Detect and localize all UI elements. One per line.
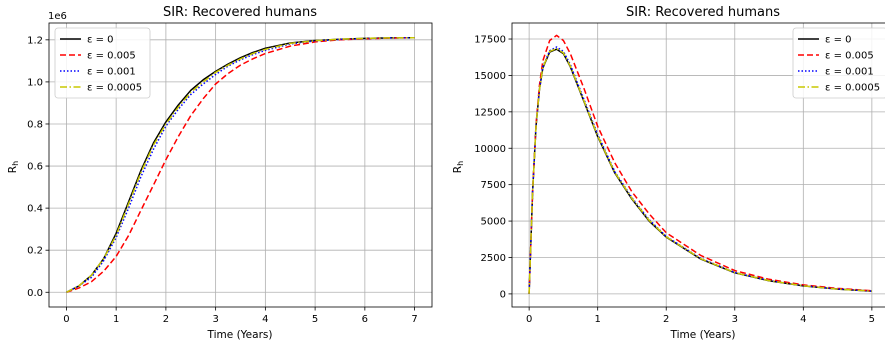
left-y-tick-label: 1.2 bbox=[27, 35, 43, 46]
right-y-tick-label: 7500 bbox=[481, 180, 506, 191]
left-y-tick-label: 1.0 bbox=[27, 77, 43, 88]
left-x-tick-label: 7 bbox=[411, 314, 417, 325]
left-legend: ε = 0 ε = 0.005 ε = 0.001 ε = 0.0005 bbox=[54, 27, 151, 99]
right-legend: ε = 0 ε = 0.005 ε = 0.001 ε = 0.0005 bbox=[792, 27, 885, 99]
left-chart: SIR: Recovered humans 0 1 2 3 4 5 6 7 0.0 0.2 0.4 0… bbox=[7, 5, 433, 341]
right-legend-label: ε = 0.001 bbox=[825, 67, 874, 78]
right-y-tick-label: 2500 bbox=[481, 253, 506, 264]
right-y-tick-label: 10000 bbox=[474, 144, 506, 155]
left-legend-box bbox=[54, 27, 151, 99]
left-chart-title: SIR: Recovered humans bbox=[163, 5, 317, 20]
right-x-tick-label: 5 bbox=[869, 314, 875, 325]
right-y-tick-label: 17500 bbox=[474, 35, 506, 46]
left-x-tick-label: 6 bbox=[362, 314, 368, 325]
right-legend-box bbox=[792, 27, 885, 99]
left-legend-label: ε = 0.001 bbox=[87, 67, 136, 78]
left-series-line-1 bbox=[66, 36, 415, 294]
left-series-line-2 bbox=[66, 36, 415, 293]
left-x-axis-label: Time (Years) bbox=[207, 329, 273, 341]
right-chart-title: SIR: Recovered humans bbox=[626, 5, 780, 20]
left-x-tick-label: 0 bbox=[63, 314, 69, 325]
left-x-tick-label: 2 bbox=[163, 314, 169, 325]
right-legend-label: ε = 0.0005 bbox=[825, 83, 880, 94]
right-y-tick-label: 0 bbox=[500, 289, 506, 300]
right-series-line-1 bbox=[528, 34, 872, 294]
left-y-tick-label: 0.0 bbox=[27, 288, 43, 299]
left-x-tick-label: 1 bbox=[113, 314, 119, 325]
right-legend-label: ε = 0.005 bbox=[825, 51, 874, 62]
right-x-axis-label: Time (Years) bbox=[670, 329, 736, 341]
right-plot-frame bbox=[511, 22, 885, 308]
left-y-offset-text: 1e6 bbox=[48, 11, 67, 22]
left-y-tick-label: 0.4 bbox=[27, 204, 43, 215]
right-y-tick-label: 15000 bbox=[474, 71, 506, 82]
left-x-tick-label: 4 bbox=[262, 314, 268, 325]
right-x-tick-label: 1 bbox=[594, 314, 600, 325]
left-x-tick-label: 5 bbox=[312, 314, 318, 325]
left-y-tick-label: 0.6 bbox=[27, 162, 43, 173]
right-series-line-2 bbox=[528, 46, 872, 294]
left-plot-frame bbox=[48, 22, 433, 308]
right-x-tick-label: 3 bbox=[732, 314, 738, 325]
right-y-axis-label: Rh bbox=[452, 161, 465, 173]
right-y-tick-label: 5000 bbox=[481, 217, 506, 228]
right-x-tick-label: 4 bbox=[800, 314, 806, 325]
left-legend-label: ε = 0 bbox=[87, 35, 114, 46]
right-y-tick-label: 12500 bbox=[474, 107, 506, 118]
left-y-axis-label: Rh bbox=[7, 161, 20, 173]
left-legend-label: ε = 0.005 bbox=[87, 51, 136, 62]
right-x-tick-label: 0 bbox=[526, 314, 532, 325]
left-y-tick-label: 0.8 bbox=[27, 119, 43, 130]
left-series-line-3 bbox=[66, 36, 415, 293]
left-legend-label: ε = 0.0005 bbox=[87, 83, 142, 94]
left-y-tick-label: 0.2 bbox=[27, 246, 43, 257]
right-chart: SIR: Recovered humans 0 1 2 3 4 5 0 2500 5000 750… bbox=[452, 5, 885, 341]
right-x-tick-label: 2 bbox=[663, 314, 669, 325]
right-legend-label: ε = 0 bbox=[825, 35, 852, 46]
left-x-tick-label: 3 bbox=[212, 314, 218, 325]
